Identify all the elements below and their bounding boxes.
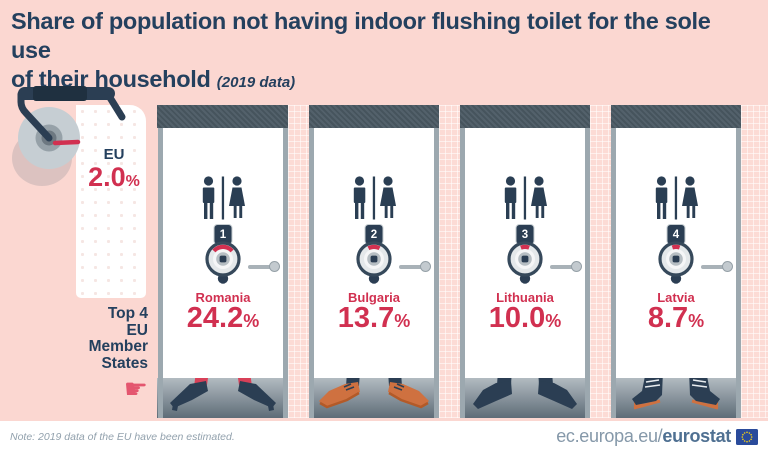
stall-latvia: 4 Latvia 8.7% xyxy=(616,105,736,418)
feet-orange-shoes-icon xyxy=(319,371,429,409)
page-title: Share of population not having indoor fl… xyxy=(11,7,741,94)
toilet-paper-roll-icon xyxy=(12,86,126,186)
door-edge xyxy=(309,128,314,418)
door-handle xyxy=(550,261,582,273)
door-edge xyxy=(460,128,465,418)
stall-door: 1 Romania 24.2% xyxy=(163,128,283,378)
stall-romania: 1 Romania 24.2% xyxy=(163,105,283,418)
toilet-paper-strip xyxy=(76,105,146,298)
door-lock-dial: 2 xyxy=(351,224,397,288)
footnote: Note: 2019 data of the EU have been esti… xyxy=(10,430,235,443)
country-value: 24.2% xyxy=(186,302,260,334)
feet-laced-heel-boots-icon xyxy=(632,371,720,410)
stall-divider xyxy=(288,105,309,418)
restroom-man-woman-icon xyxy=(353,176,396,220)
eu-flag-icon xyxy=(736,428,758,445)
footer-bar: Note: 2019 data of the EU have been esti… xyxy=(0,421,768,452)
door-lock-dial: 4 xyxy=(653,224,699,288)
restroom-man-woman-icon xyxy=(504,176,547,220)
stall-door: 4 Latvia 8.7% xyxy=(616,128,736,378)
country-value: 10.0% xyxy=(488,302,562,334)
door-edge xyxy=(611,128,616,418)
stall-door: 2 Bulgaria 13.7% xyxy=(314,128,434,378)
rank-badge: 2 xyxy=(364,224,384,245)
title-year-note: (2019 data) xyxy=(216,74,296,92)
eu-average-stat: EU 2.0% xyxy=(84,147,144,191)
country-value: 8.7% xyxy=(647,302,705,334)
door-edge xyxy=(585,128,590,418)
door-lock-dial: 3 xyxy=(502,224,548,288)
door-lock-dial: 1 xyxy=(200,224,246,288)
country-value: 13.7% xyxy=(337,302,411,334)
stall-divider xyxy=(741,105,768,418)
eurostat-link[interactable]: ec.europa.eu/eurostat xyxy=(556,426,758,447)
restroom-man-woman-icon xyxy=(655,176,698,220)
country-label: Lithuania xyxy=(496,290,554,305)
eu-label: EU xyxy=(103,146,125,163)
pointing-hand-icon: ☛ xyxy=(123,374,148,405)
country-label: Latvia xyxy=(657,290,695,305)
toilet-stalls: 1 Romania 24.2% xyxy=(152,105,768,418)
restroom-man-woman-icon xyxy=(202,176,245,220)
country-label: Bulgaria xyxy=(347,290,400,305)
door-edge xyxy=(158,128,163,418)
stall-top-wall xyxy=(157,105,768,128)
stall-bulgaria: 2 Bulgaria 13.7% xyxy=(314,105,434,418)
door-handle xyxy=(701,261,733,273)
eu-value: 2.0% xyxy=(88,162,140,192)
stall-divider xyxy=(590,105,611,418)
door-edge xyxy=(283,128,288,418)
stall-door: 3 Lithuania 10.0% xyxy=(465,128,585,378)
door-edge xyxy=(736,128,741,418)
door-handle xyxy=(248,261,280,273)
title-line1: Share of population not having indoor fl… xyxy=(11,8,711,64)
stall-lithuania: 3 Lithuania 10.0% xyxy=(465,105,585,418)
country-label: Romania xyxy=(195,290,251,305)
door-edge xyxy=(434,128,439,418)
top4-caption: Top 4 EU Member States ☛ xyxy=(55,305,148,405)
door-handle xyxy=(399,261,431,273)
stall-divider xyxy=(439,105,460,418)
